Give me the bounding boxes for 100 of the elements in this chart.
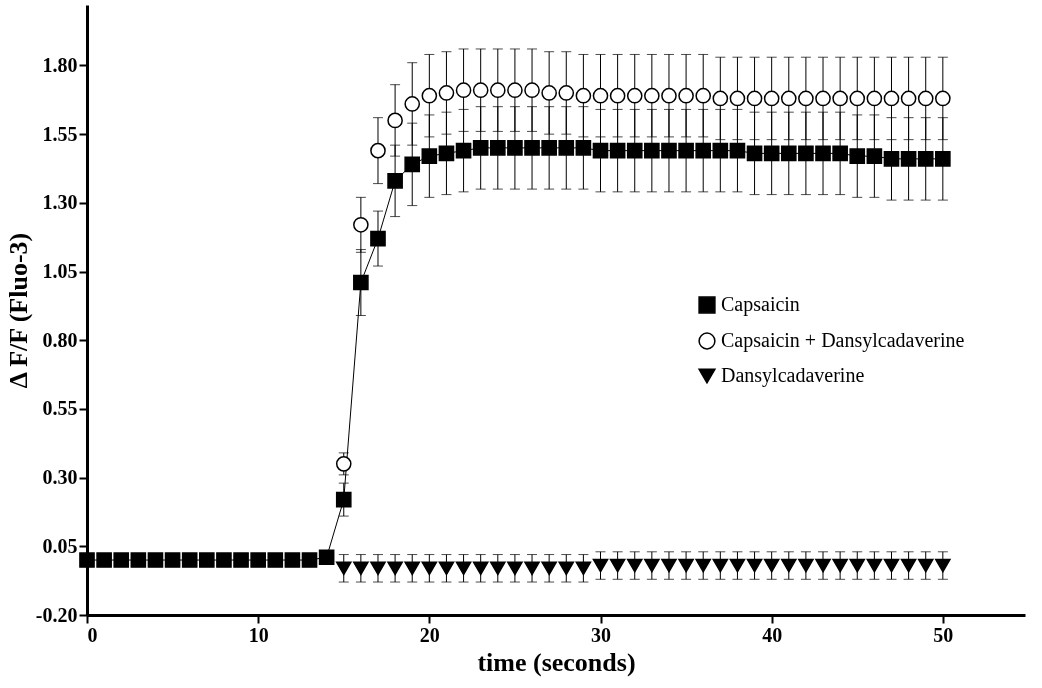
point: [541, 561, 557, 576]
point: [883, 151, 900, 167]
point: [917, 151, 934, 167]
point: [900, 558, 917, 573]
point: [147, 552, 164, 568]
point: [164, 552, 181, 568]
point: [815, 90, 831, 107]
point: [900, 151, 917, 167]
point: [815, 145, 831, 162]
point: [335, 491, 352, 508]
legend-label: Capsaicin + Dansylcadaverine: [721, 329, 965, 352]
point: [883, 558, 900, 573]
point: [472, 561, 489, 576]
point: [507, 140, 523, 156]
y-tick-label: -0.20: [35, 603, 78, 626]
point: [866, 148, 883, 164]
point: [199, 552, 215, 568]
point: [130, 552, 147, 568]
point: [798, 145, 814, 162]
point: [318, 549, 335, 566]
point: [489, 561, 506, 576]
y-tick-label: 0.80: [42, 328, 78, 351]
point: [404, 561, 421, 576]
point: [695, 142, 712, 159]
point: [866, 90, 883, 107]
x-tick-label: 30: [591, 623, 611, 646]
point: [455, 82, 472, 98]
point: [592, 87, 609, 104]
point: [900, 90, 917, 107]
x-tick-label: 10: [248, 623, 269, 646]
point: [798, 90, 814, 107]
point: [370, 142, 386, 159]
point: [370, 230, 386, 247]
point: [832, 145, 848, 162]
point: [626, 142, 643, 159]
point: [216, 552, 232, 568]
point: [866, 558, 883, 573]
point: [609, 558, 626, 573]
point: [507, 561, 523, 576]
point: [524, 561, 540, 576]
point: [592, 142, 609, 159]
point: [644, 558, 660, 573]
point: [96, 552, 112, 568]
point: [541, 85, 557, 101]
point: [250, 552, 266, 568]
point: [404, 156, 421, 173]
point: [575, 140, 592, 156]
point: [644, 87, 660, 104]
y-tick-label: 1.30: [42, 191, 78, 214]
point: [558, 85, 575, 101]
point: [301, 552, 318, 568]
point: [695, 87, 712, 104]
point: [746, 145, 763, 162]
x-tick-label: 0: [87, 623, 98, 646]
point: [729, 90, 746, 107]
point: [370, 561, 386, 576]
point: [626, 87, 643, 104]
point: [935, 558, 951, 573]
point: [609, 142, 626, 159]
y-tick-label: 0.30: [42, 466, 78, 489]
point: [79, 552, 95, 568]
point: [181, 552, 198, 568]
point: [353, 274, 369, 291]
x-tick-label: 40: [762, 623, 783, 646]
point: [849, 558, 866, 573]
point: [678, 142, 694, 159]
point: [353, 217, 369, 233]
point: [335, 456, 352, 472]
point: [626, 558, 643, 573]
point: [917, 90, 934, 107]
point: [284, 552, 301, 568]
point: [455, 142, 472, 159]
point: [455, 561, 472, 576]
point: [609, 87, 626, 104]
point: [489, 82, 506, 98]
point: [935, 151, 951, 167]
point: [233, 552, 249, 568]
point: [746, 558, 763, 573]
point: [421, 148, 438, 164]
y-axis-title: Δ F/F (Fluo-3): [3, 232, 33, 389]
point: [780, 558, 797, 573]
point: [404, 96, 421, 112]
point: [763, 145, 780, 162]
point: [780, 145, 797, 162]
point: [935, 90, 951, 107]
point: [472, 82, 489, 98]
y-tick-label: 1.55: [42, 122, 78, 145]
point: [661, 142, 677, 159]
point: [421, 561, 438, 576]
point: [507, 82, 523, 98]
point: [438, 85, 455, 101]
point: [661, 558, 677, 573]
point: [849, 148, 866, 164]
x-axis-title: time (seconds): [477, 647, 636, 677]
point: [472, 140, 489, 156]
x-tick-label: 20: [419, 623, 440, 646]
y-tick-label: 1.05: [42, 260, 78, 283]
point: [832, 90, 848, 107]
point: [695, 558, 712, 573]
point: [729, 142, 746, 159]
